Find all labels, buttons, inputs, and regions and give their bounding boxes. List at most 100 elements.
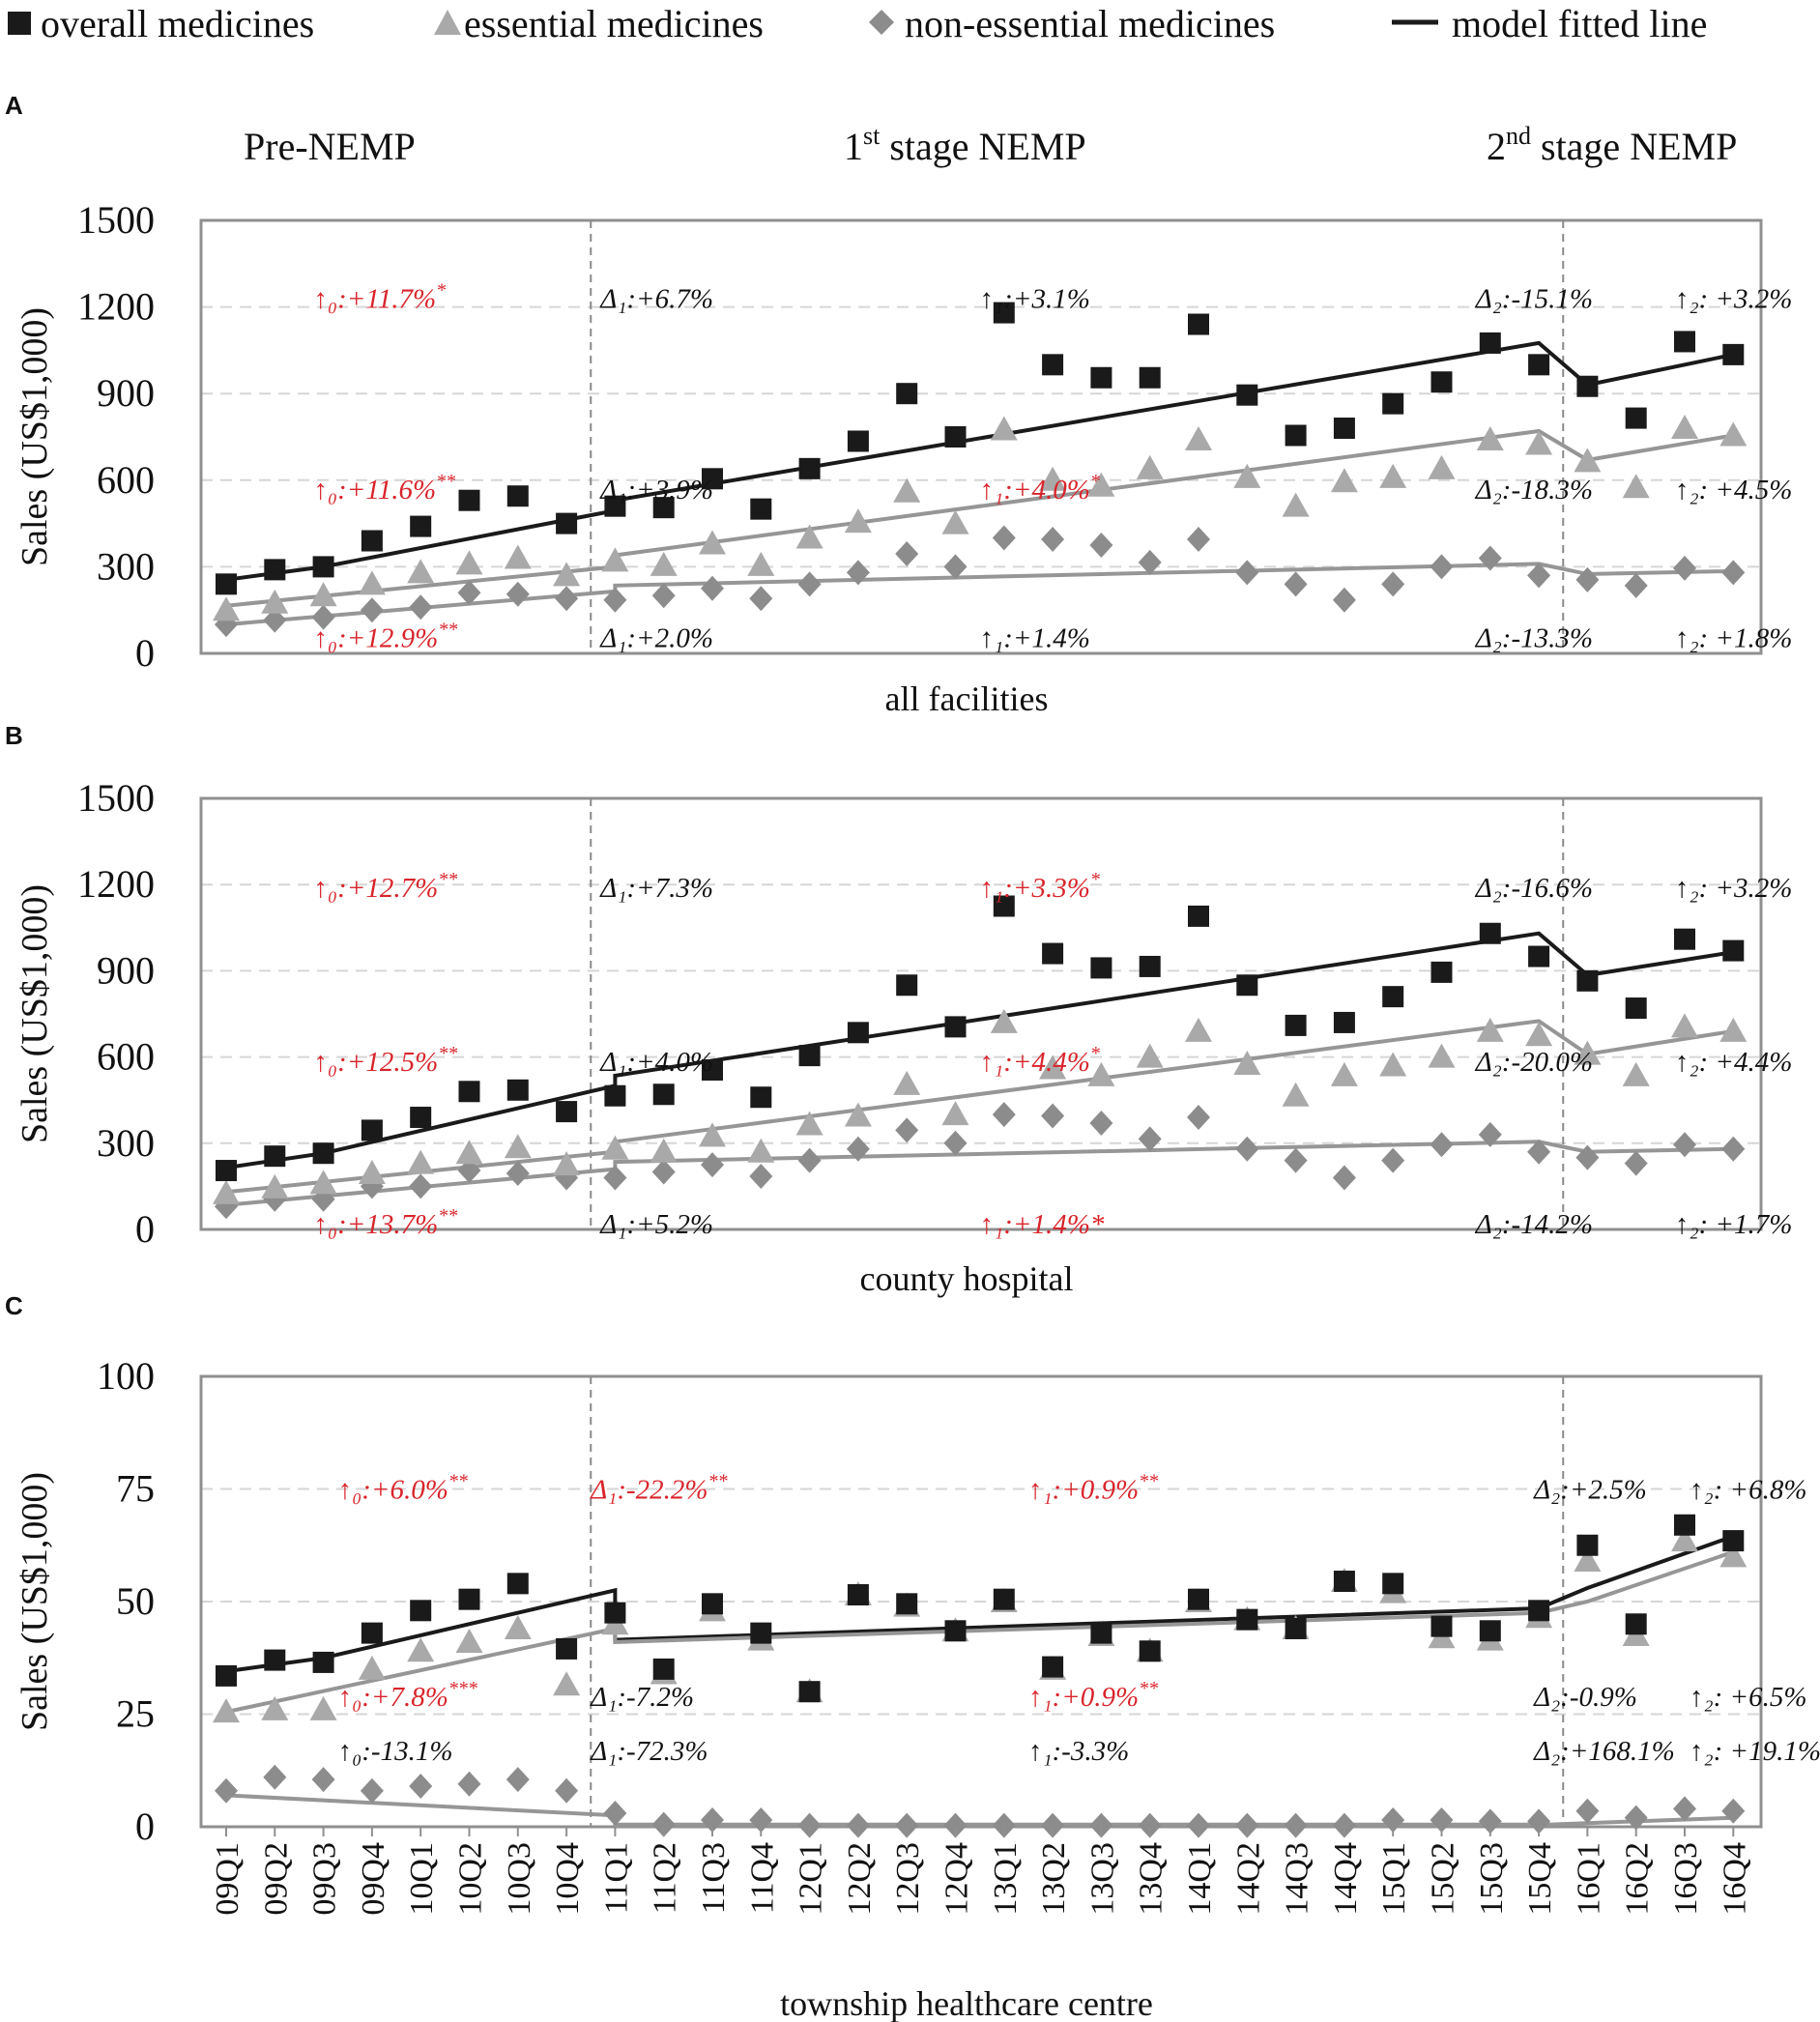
annotation: Δ₂:-20.0%: [1475, 1047, 1593, 1078]
x-tick-label: 11Q2: [648, 1842, 683, 1914]
annotation: ↑₂: +4.4%: [1675, 1047, 1792, 1078]
point-nonessential: [1187, 1812, 1210, 1838]
point-overall: [993, 895, 1015, 917]
point-nonessential: [603, 587, 627, 613]
point-nonessential: [1138, 549, 1162, 575]
point-nonessential: [263, 1764, 287, 1790]
point-overall: [1722, 939, 1745, 962]
point-essential: [1136, 1043, 1164, 1068]
point-overall: [652, 1658, 675, 1680]
point-essential: [795, 524, 823, 549]
annotation: ↑₁:+0.9%**: [1028, 1471, 1158, 1506]
legend-label-essential: essential medicines: [464, 2, 764, 45]
point-nonessential: [1478, 1808, 1502, 1834]
x-tick-label: 12Q4: [939, 1842, 975, 1916]
point-nonessential: [506, 581, 530, 607]
point-nonessential: [263, 607, 287, 633]
point-essential: [213, 596, 240, 621]
annotation: Δ₁:+6.7%: [599, 284, 713, 315]
point-nonessential: [1381, 571, 1405, 597]
point-nonessential: [1089, 533, 1113, 558]
point-essential: [941, 1101, 969, 1126]
x-tick-label: 16Q4: [1717, 1842, 1752, 1916]
x-tick-label: 09Q1: [210, 1842, 246, 1916]
point-essential: [1185, 425, 1212, 450]
annotation: ↑₂: +1.7%: [1675, 1209, 1792, 1240]
annotation: Δ₂:-13.3%: [1475, 623, 1593, 654]
point-essential: [1233, 463, 1261, 488]
x-tick-label: 16Q1: [1571, 1842, 1606, 1916]
point-overall: [993, 302, 1015, 324]
point-essential: [990, 1008, 1018, 1033]
point-overall: [652, 1083, 675, 1106]
point-essential: [358, 1160, 386, 1185]
annotation: Δ₁:-7.2%: [590, 1682, 694, 1713]
point-essential: [261, 589, 289, 614]
point-nonessential: [1041, 527, 1065, 553]
fitted-line-overall: [225, 1534, 1734, 1674]
point-overall: [1285, 1014, 1307, 1036]
point-overall: [1382, 1573, 1404, 1595]
point-overall: [506, 1079, 529, 1101]
y-tick-label: 900: [97, 371, 155, 415]
point-nonessential: [360, 1777, 384, 1804]
y-tick-label: 1500: [77, 198, 155, 242]
x-tick-label: 11Q4: [744, 1842, 780, 1914]
annotation: Δ₁:+3.9%: [599, 475, 713, 506]
point-nonessential: [555, 586, 579, 612]
point-essential: [795, 1111, 823, 1136]
x-tick-label: 13Q3: [1084, 1842, 1120, 1916]
point-essential: [650, 1138, 678, 1163]
stage-second-prefix: 2: [1487, 125, 1506, 168]
y-tick-label: 600: [97, 458, 155, 502]
point-essential: [1428, 1043, 1456, 1068]
point-nonessential: [1478, 1121, 1502, 1147]
point-essential: [747, 1138, 775, 1163]
stage-first-suffix: stage NEMP: [880, 125, 1085, 168]
point-overall: [1090, 957, 1112, 979]
point-essential: [1379, 1052, 1407, 1077]
point-nonessential: [506, 1767, 530, 1793]
x-tick-label: 15Q2: [1426, 1842, 1461, 1916]
point-overall: [1430, 1615, 1453, 1637]
point-nonessential: [1575, 1798, 1600, 1824]
x-tick-label: 14Q2: [1230, 1842, 1266, 1916]
point-essential: [455, 1628, 483, 1653]
annotation: ↑₁:-3.3%: [1028, 1736, 1129, 1767]
panel-c: C 0 25 50 75 100 Sales (US$1,000) township heal…: [5, 1291, 1820, 2022]
annotation: ↑₀:+11.6%**: [314, 471, 456, 506]
point-overall: [798, 457, 821, 479]
point-nonessential: [603, 1801, 627, 1827]
point-overall: [1188, 905, 1209, 927]
point-overall: [410, 1107, 432, 1129]
point-nonessential: [457, 580, 481, 606]
point-nonessential: [1624, 572, 1648, 598]
x-tick-label: 14Q4: [1328, 1842, 1364, 1916]
point-essential: [1574, 1040, 1602, 1065]
point-overall: [1382, 392, 1404, 415]
point-overall: [216, 573, 237, 595]
point-nonessential: [895, 540, 919, 566]
point-nonessential: [1041, 1812, 1065, 1838]
annotation: Δ₂:-15.1%: [1475, 284, 1593, 315]
point-essential: [1574, 1547, 1602, 1573]
y-tick-label: 300: [97, 544, 155, 588]
x-tick-label: 09Q4: [356, 1842, 391, 1916]
point-essential: [455, 1140, 483, 1165]
legend-label-overall: overall medicines: [41, 2, 314, 45]
point-essential: [1282, 492, 1310, 517]
point-nonessential: [1138, 1126, 1162, 1152]
point-nonessential: [1332, 1165, 1356, 1191]
plot-frame: [199, 1374, 1763, 1829]
point-overall: [1479, 1620, 1501, 1642]
point-nonessential: [701, 1152, 724, 1178]
annotation: Δ₁:+4.0%: [599, 1047, 713, 1078]
point-overall: [410, 515, 432, 537]
point-essential: [601, 1135, 629, 1160]
fitted-line-essential: [225, 1549, 1734, 1715]
point-essential: [1719, 421, 1748, 447]
y-tick-label: 0: [135, 631, 155, 675]
point-essential: [504, 1134, 532, 1159]
point-nonessential: [1332, 1812, 1356, 1838]
x-tick-label: 16Q3: [1668, 1842, 1704, 1916]
